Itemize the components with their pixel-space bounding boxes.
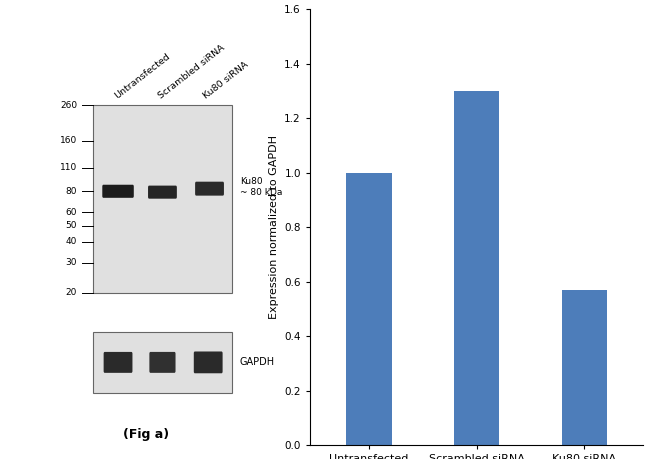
Text: 40: 40	[66, 237, 77, 246]
Text: Ku80 siRNA: Ku80 siRNA	[202, 60, 250, 101]
Bar	[346, 173, 392, 445]
Text: 50: 50	[66, 221, 77, 230]
Bar	[93, 105, 232, 293]
FancyBboxPatch shape	[103, 352, 133, 373]
Text: 160: 160	[60, 136, 77, 145]
Text: 110: 110	[60, 163, 77, 173]
Text: (Fig a): (Fig a)	[124, 428, 170, 441]
FancyBboxPatch shape	[148, 185, 177, 199]
Y-axis label: Expression normalized to GAPDH: Expression normalized to GAPDH	[268, 135, 279, 319]
Text: 60: 60	[66, 208, 77, 217]
Text: Untransfected: Untransfected	[112, 52, 172, 101]
Text: Scrambled siRNA: Scrambled siRNA	[157, 44, 227, 101]
Text: Ku80
~ 80 kDa: Ku80 ~ 80 kDa	[240, 177, 282, 197]
Bar	[562, 290, 607, 445]
Bar	[454, 91, 499, 445]
Text: 260: 260	[60, 101, 77, 110]
FancyBboxPatch shape	[150, 352, 176, 373]
FancyBboxPatch shape	[195, 182, 224, 196]
FancyBboxPatch shape	[102, 185, 134, 198]
Bar	[93, 332, 232, 393]
Text: 30: 30	[66, 258, 77, 268]
Text: GAPDH: GAPDH	[240, 358, 275, 367]
Text: 80: 80	[66, 187, 77, 196]
Text: 20: 20	[66, 288, 77, 297]
FancyBboxPatch shape	[194, 352, 222, 373]
